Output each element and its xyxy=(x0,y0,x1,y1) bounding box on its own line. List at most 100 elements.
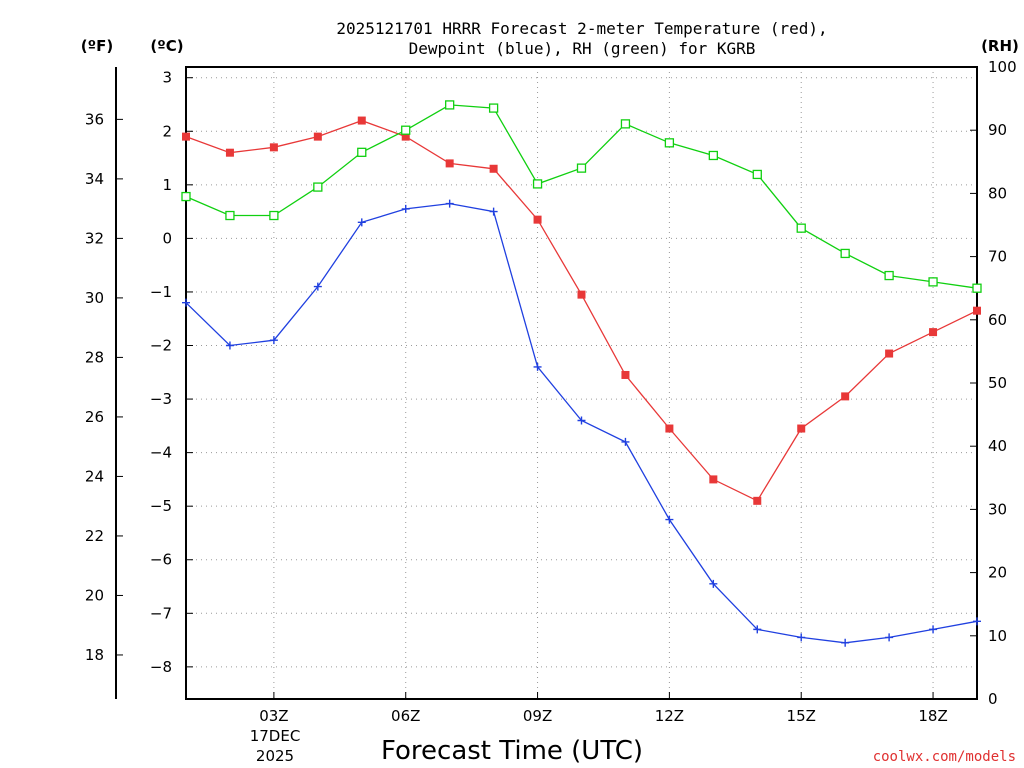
rh-tick-label: 60 xyxy=(988,311,1007,329)
dewpoint-point xyxy=(577,416,586,425)
temperature-point xyxy=(489,164,498,173)
celsius-tick-labels: 3 2 1 0 −1 −2 −3 −4 −5 −6 −7 −8 xyxy=(150,69,172,676)
dewpoint-point xyxy=(269,336,278,345)
rh-point xyxy=(357,147,367,157)
temperature-point xyxy=(621,370,630,379)
chart-title-line1: 2025121701 HRRR Forecast 2-meter Tempera… xyxy=(336,19,827,38)
rh-tick-label: 30 xyxy=(988,500,1007,518)
rh-point xyxy=(708,150,718,161)
rh-point xyxy=(445,100,455,110)
data-series xyxy=(181,100,982,647)
rh-tick-label: 70 xyxy=(988,248,1007,266)
celsius-tick-label: −4 xyxy=(150,444,172,462)
celsius-tick-label: 1 xyxy=(162,176,172,194)
x-tick-label: 06Z xyxy=(391,707,420,725)
rh-point xyxy=(488,103,499,113)
temperature-point xyxy=(973,306,981,315)
rh-tick-label: 10 xyxy=(988,627,1007,645)
x-tick-label: 12Z xyxy=(655,707,684,725)
celsius-tick-label: 2 xyxy=(162,122,172,140)
rh-point xyxy=(752,169,762,180)
rh-point xyxy=(840,248,850,259)
temperature-point xyxy=(182,132,190,141)
fahrenheit-tick-label: 20 xyxy=(85,586,104,604)
plot-frame xyxy=(185,66,978,700)
rh-point xyxy=(620,119,631,129)
rh-unit-label: (RH) xyxy=(981,37,1019,55)
fahrenheit-tick-label: 28 xyxy=(85,348,104,366)
temperature-point xyxy=(269,143,278,152)
dewpoint-point xyxy=(401,204,410,213)
dewpoint-point xyxy=(797,633,806,642)
rh-tick-label: 0 xyxy=(988,690,998,708)
celsius-unit-label: (ºC) xyxy=(150,37,183,55)
dewpoint-point xyxy=(533,362,542,371)
temperature-point xyxy=(885,349,894,358)
date-label-day: 17DEC xyxy=(250,727,301,745)
rh-tick-label: 90 xyxy=(988,121,1007,139)
temperature-point xyxy=(841,392,850,401)
dewpoint-point xyxy=(709,579,718,588)
temperature-point xyxy=(665,424,674,433)
fahrenheit-tick-label: 34 xyxy=(85,170,104,188)
x-tick-label: 09Z xyxy=(523,707,552,725)
celsius-tick-label: −5 xyxy=(150,497,172,515)
dewpoint-point xyxy=(753,625,762,634)
temperature-point xyxy=(797,424,806,433)
fahrenheit-tick-label: 22 xyxy=(85,527,104,545)
temperature-point xyxy=(753,496,762,505)
chart-title-line2: Dewpoint (blue), RH (green) for KGRB xyxy=(409,39,756,58)
dewpoint-point xyxy=(929,625,938,634)
temperature-point xyxy=(313,132,322,141)
axes xyxy=(115,66,978,700)
rh-tick-label: 40 xyxy=(988,437,1007,455)
dewpoint-point xyxy=(445,199,454,208)
rh-point xyxy=(313,182,323,192)
dewpoint-point xyxy=(973,617,981,626)
celsius-tick-label: −1 xyxy=(150,283,172,301)
date-label-year: 2025 xyxy=(256,747,294,765)
x-tick-labels: 03Z 06Z 09Z 12Z 15Z 18Z xyxy=(259,707,948,725)
x-axis-title: Forecast Time (UTC) xyxy=(381,736,643,766)
temperature-point xyxy=(533,215,542,224)
fahrenheit-tick-label: 32 xyxy=(85,229,104,247)
celsius-tick-label: 3 xyxy=(162,69,172,87)
grid-lines xyxy=(116,66,977,700)
fahrenheit-tick-label: 18 xyxy=(85,646,104,664)
celsius-tick-label: −7 xyxy=(150,604,172,622)
dewpoint-point xyxy=(489,207,498,216)
x-tick-label: 03Z xyxy=(259,707,288,725)
rh-point xyxy=(884,270,894,281)
fahrenheit-tick-label: 36 xyxy=(85,110,104,128)
rh-point xyxy=(664,138,675,148)
celsius-tick-label: −2 xyxy=(150,337,172,355)
celsius-tick-label: 0 xyxy=(162,229,172,247)
temperature-point xyxy=(401,132,410,141)
rh-point xyxy=(181,191,191,202)
temperature-point xyxy=(445,159,454,168)
temperature-point xyxy=(577,290,586,299)
source-credit: coolwx.com/models xyxy=(873,749,1016,765)
rh-point xyxy=(401,125,411,135)
dewpoint-point xyxy=(621,437,630,446)
fahrenheit-tick-labels: 36 34 32 30 28 26 24 22 20 18 xyxy=(85,110,104,664)
celsius-tick-label: −3 xyxy=(150,390,172,408)
x-tick-label: 15Z xyxy=(787,707,816,725)
rh-line xyxy=(185,104,978,289)
celsius-tick-label: −6 xyxy=(150,551,172,569)
temperature-point xyxy=(929,328,938,337)
rh-point xyxy=(972,283,982,293)
dewpoint-point xyxy=(357,218,366,227)
rh-point xyxy=(928,277,938,287)
fahrenheit-unit-label: (ºF) xyxy=(81,37,113,55)
rh-tick-label: 100 xyxy=(988,58,1017,76)
rh-point xyxy=(532,179,543,189)
temperature-point xyxy=(357,116,366,125)
rh-point xyxy=(576,163,587,173)
dewpoint-point xyxy=(885,633,894,642)
fahrenheit-tick-label: 24 xyxy=(85,467,104,485)
rh-point xyxy=(269,210,279,221)
dewpoint-point xyxy=(841,638,850,647)
